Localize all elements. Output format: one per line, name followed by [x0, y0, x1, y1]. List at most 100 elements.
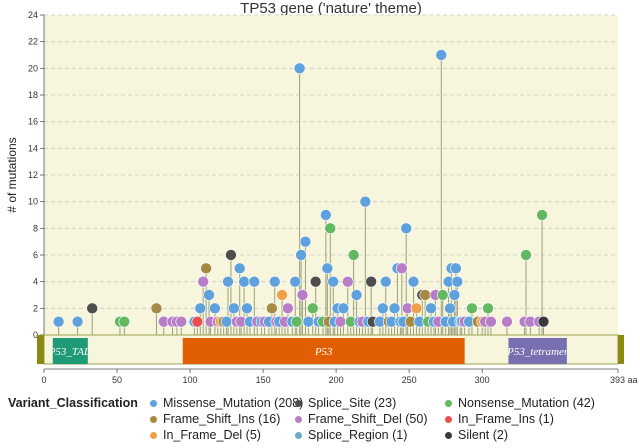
lollipop-head [501, 315, 513, 328]
legend-swatch [295, 415, 302, 423]
legend-label: Missense_Mutation (208) [163, 396, 304, 410]
lollipop-head [350, 289, 363, 301]
lollipop-head [200, 262, 212, 275]
lollipop-head [485, 315, 497, 328]
lollipop-chart: TP53 gene ('nature' theme) # of mutation… [5, 0, 638, 385]
lollipop-head [327, 275, 339, 288]
lollipop-head [228, 302, 240, 315]
lollipop-head [435, 49, 448, 61]
legend-item: Splice_Site (23) [295, 396, 396, 410]
lollipop-head [466, 302, 478, 315]
y-tick-label: 4 [33, 277, 38, 287]
lollipop-head [238, 275, 250, 288]
legend-label: Splice_Region (1) [308, 428, 408, 442]
y-tick-label: 12 [28, 170, 38, 180]
lollipop-head [306, 302, 319, 315]
lollipop-head [194, 302, 207, 315]
y-tick-label: 0 [33, 330, 38, 340]
y-tick-label: 10 [28, 197, 38, 207]
lollipop-head [175, 315, 188, 328]
lollipop-head [400, 222, 413, 235]
lollipop-head [388, 302, 401, 315]
lollipop-head [341, 275, 354, 288]
lollipop-head [220, 315, 233, 328]
y-tick-label: 20 [28, 63, 38, 73]
lollipop-head [320, 209, 332, 221]
lollipop-head [86, 302, 98, 315]
lollipop-head [347, 249, 360, 261]
y-tick-label: 2 [33, 303, 38, 313]
legend-item: Frame_Shift_Del (50) [295, 412, 428, 426]
y-tick-label: 18 [28, 90, 38, 100]
x-tick-label: 250 [402, 375, 417, 385]
lollipop-head [71, 315, 84, 328]
protein-start-cap [37, 335, 44, 364]
y-tick-label: 22 [28, 37, 38, 47]
lollipop-head [321, 262, 334, 275]
legend-swatch [445, 415, 452, 423]
lollipop-head [222, 275, 234, 288]
chart-title: TP53 gene ('nature' theme) [240, 0, 422, 17]
lollipop-head [150, 302, 163, 315]
lollipop-head [324, 222, 337, 235]
legend-swatch [150, 431, 157, 439]
lollipop-head [289, 275, 302, 288]
legend-swatch [150, 399, 157, 407]
lollipop-head [52, 315, 65, 328]
lollipop-head [410, 302, 423, 315]
lollipop-head [520, 249, 532, 261]
lollipop-head [118, 315, 131, 328]
lollipop-head [209, 302, 221, 315]
domain-p53-tetramer [508, 338, 567, 364]
lollipop-head [450, 262, 462, 275]
legend-swatch [295, 399, 302, 407]
x-tick-label: 100 [183, 375, 198, 385]
lollipop-head [302, 315, 315, 328]
lollipop-head [337, 302, 350, 315]
lollipop-head [241, 302, 253, 315]
lollipop-head [436, 289, 449, 301]
lollipop-head [203, 289, 215, 301]
lollipop-head [379, 275, 392, 288]
y-tick-label: 14 [28, 143, 38, 153]
legend-title: Variant_Classification [8, 396, 138, 410]
legend-label: Frame_Shift_Ins (16) [163, 412, 281, 426]
lollipop-head [268, 275, 281, 288]
y-tick-label: 8 [33, 223, 38, 233]
legend-item: In_Frame_Ins (1) [445, 412, 554, 426]
lollipop-head [359, 195, 372, 208]
legend-item: Nonsense_Mutation (42) [445, 396, 595, 410]
x-tick-label: 50 [112, 375, 122, 385]
lollipop-head [296, 289, 309, 301]
legend-item: Splice_Region (1) [295, 428, 407, 442]
legend-label: Nonsense_Mutation (42) [458, 396, 595, 410]
x-tick-end-label: 393 aa [610, 375, 638, 385]
lollipop-head [299, 235, 312, 248]
lollipop-head [396, 262, 408, 275]
lollipop-head [536, 209, 548, 221]
lollipop-head [407, 275, 420, 288]
domain-label: P53_tetramer [506, 346, 569, 358]
lollipop-head [419, 289, 432, 301]
domain-p53 [182, 338, 465, 364]
lollipop-head [309, 275, 322, 288]
x-tick-label: 200 [329, 375, 344, 385]
lollipop-head [482, 302, 494, 315]
legend-swatch [150, 415, 157, 423]
y-tick-label: 24 [28, 10, 38, 20]
legend-swatch [445, 399, 452, 407]
lollipop-head [293, 62, 306, 75]
legend-label: Frame_Shift_Del (50) [308, 412, 428, 426]
lollipop-head [448, 289, 461, 301]
lollipop-head [377, 302, 389, 315]
legend-label: In_Frame_Ins (1) [458, 412, 554, 426]
legend-label: Splice_Site (23) [308, 396, 397, 410]
y-axis-label: # of mutations [5, 137, 19, 212]
x-tick-label: 300 [475, 375, 490, 385]
lollipop-head [197, 275, 210, 288]
lollipop-head [290, 315, 303, 328]
lollipop-head [266, 302, 278, 315]
lollipop-head [233, 262, 246, 275]
lollipop-head [295, 249, 307, 261]
y-tick-label: 16 [28, 117, 38, 127]
